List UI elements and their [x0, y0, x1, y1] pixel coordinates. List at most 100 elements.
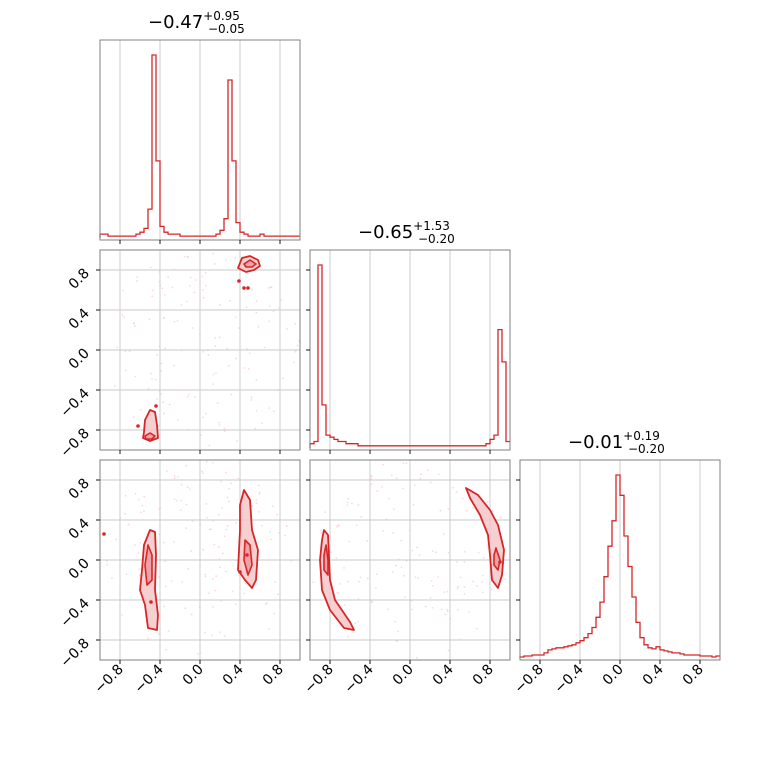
sample-point-2-1-124: [376, 490, 379, 493]
histogram-0: [99, 54, 300, 238]
sample-point-1-0-53: [163, 316, 166, 319]
contour-point-2-0-2: [149, 600, 153, 604]
sample-point-2-1-85: [402, 462, 405, 465]
sample-point-1-0-23: [160, 369, 163, 372]
sample-point-1-0-92: [133, 322, 135, 325]
sample-point-1-0-70: [255, 409, 258, 412]
sample-point-2-1-137: [446, 610, 449, 613]
sample-point-2-1-136: [359, 576, 362, 579]
sample-point-2-0-94: [226, 496, 229, 499]
sample-point-2-1-64: [481, 591, 484, 594]
sample-point-1-0-84: [136, 280, 139, 282]
sample-point-1-0-6: [219, 304, 221, 306]
tick-label-y-2-1: −0.4: [57, 595, 92, 630]
sample-point-2-0-16: [223, 535, 226, 538]
sample-point-2-1-131: [330, 551, 332, 554]
sample-point-2-0-25: [228, 487, 231, 490]
sample-point-1-0-72: [267, 286, 270, 289]
sample-point-2-1-74: [443, 591, 446, 594]
sample-point-2-1-17: [426, 469, 429, 471]
sample-point-2-1-96: [418, 554, 421, 557]
contour-point-2-0-3: [245, 553, 249, 557]
sample-point-1-0-109: [212, 383, 214, 386]
sample-point-1-0-105: [234, 357, 237, 360]
contour-point-1-0-3: [136, 424, 140, 428]
sample-point-1-0-89: [156, 353, 158, 356]
sample-group-1-0: [113, 252, 300, 447]
histogram-2: [519, 474, 720, 658]
sample-point-2-0-95: [224, 471, 227, 474]
sample-point-1-0-93: [201, 288, 204, 291]
sample-point-1-0-43: [214, 372, 217, 374]
sample-point-1-0-49: [270, 286, 273, 288]
sample-point-1-0-78: [255, 300, 258, 303]
sample-point-2-0-39: [220, 480, 223, 483]
sample-point-1-0-42: [255, 379, 258, 381]
sample-point-2-1-116: [392, 508, 395, 511]
param-minus-0: −0.05: [208, 22, 245, 36]
tick-label-y-2-3: 0.4: [66, 515, 93, 542]
sample-point-2-0-53: [125, 573, 128, 575]
tick-label-x-0-1: −0.4: [131, 661, 166, 696]
sample-point-2-0-58: [111, 577, 113, 579]
sample-point-2-1-117: [357, 580, 360, 583]
sample-point-2-0-128: [106, 563, 108, 566]
sample-point-2-0-71: [223, 635, 226, 638]
sample-point-2-1-88: [335, 525, 338, 528]
sample-point-2-1-115: [444, 613, 447, 616]
data-layer: [99, 54, 720, 658]
sample-point-2-0-59: [189, 488, 192, 491]
sample-point-2-0-4: [212, 606, 214, 608]
sample-point-2-1-15: [347, 580, 349, 583]
sample-point-2-1-109: [337, 524, 340, 527]
sample-point-2-0-131: [258, 510, 260, 513]
sample-point-2-0-134: [243, 592, 246, 595]
sample-point-1-0-51: [248, 352, 251, 355]
sample-point-1-0-112: [264, 346, 266, 349]
sample-point-1-0-95: [176, 419, 179, 422]
sample-point-1-0-74: [205, 284, 207, 287]
sample-point-1-0-116: [234, 256, 236, 259]
sample-point-2-1-39: [417, 576, 420, 579]
sample-point-2-1-54: [312, 581, 315, 584]
sample-point-2-0-6: [276, 513, 279, 516]
sample-point-1-0-59: [294, 350, 297, 353]
sample-point-1-0-127: [208, 444, 211, 447]
sample-point-1-0-41: [268, 407, 271, 410]
sample-point-2-0-106: [173, 475, 176, 477]
param-median-2: −0.01: [568, 432, 623, 453]
sample-point-2-0-92: [225, 528, 228, 531]
sample-point-2-0-113: [207, 592, 210, 595]
sample-point-1-0-38: [148, 318, 151, 321]
sample-point-2-0-54: [234, 603, 237, 606]
sample-point-2-0-33: [211, 634, 213, 637]
tick-label-x-2-3: 0.4: [640, 661, 667, 688]
sample-point-1-0-123: [226, 348, 229, 350]
sample-point-1-0-1: [187, 393, 190, 396]
sample-point-2-0-99: [134, 492, 137, 495]
sample-point-1-0-45: [173, 321, 176, 323]
sample-point-2-1-102: [463, 593, 466, 595]
sample-point-1-0-35: [116, 346, 118, 349]
sample-point-2-0-135: [257, 484, 260, 487]
sample-point-2-1-60: [456, 609, 459, 611]
sample-point-2-1-119: [455, 561, 458, 563]
sample-point-2-1-125: [431, 550, 434, 552]
sample-point-2-1-31: [446, 590, 449, 593]
sample-point-2-0-117: [170, 580, 173, 583]
sample-point-2-0-40: [209, 528, 212, 531]
sample-point-2-1-73: [476, 584, 478, 587]
sample-point-1-0-60: [136, 276, 139, 279]
sample-point-1-0-25: [160, 392, 162, 395]
sample-point-2-0-50: [285, 525, 288, 527]
sample-point-2-1-132: [475, 627, 478, 630]
sample-point-1-0-76: [245, 306, 248, 309]
sample-point-2-1-7: [366, 539, 369, 542]
sample-point-2-0-122: [273, 612, 276, 615]
sample-point-1-0-3: [157, 425, 160, 428]
sample-point-2-1-65: [375, 573, 378, 576]
sample-point-2-1-2: [402, 487, 405, 490]
sample-point-1-0-18: [150, 372, 152, 375]
sample-point-1-0-91: [161, 287, 164, 290]
